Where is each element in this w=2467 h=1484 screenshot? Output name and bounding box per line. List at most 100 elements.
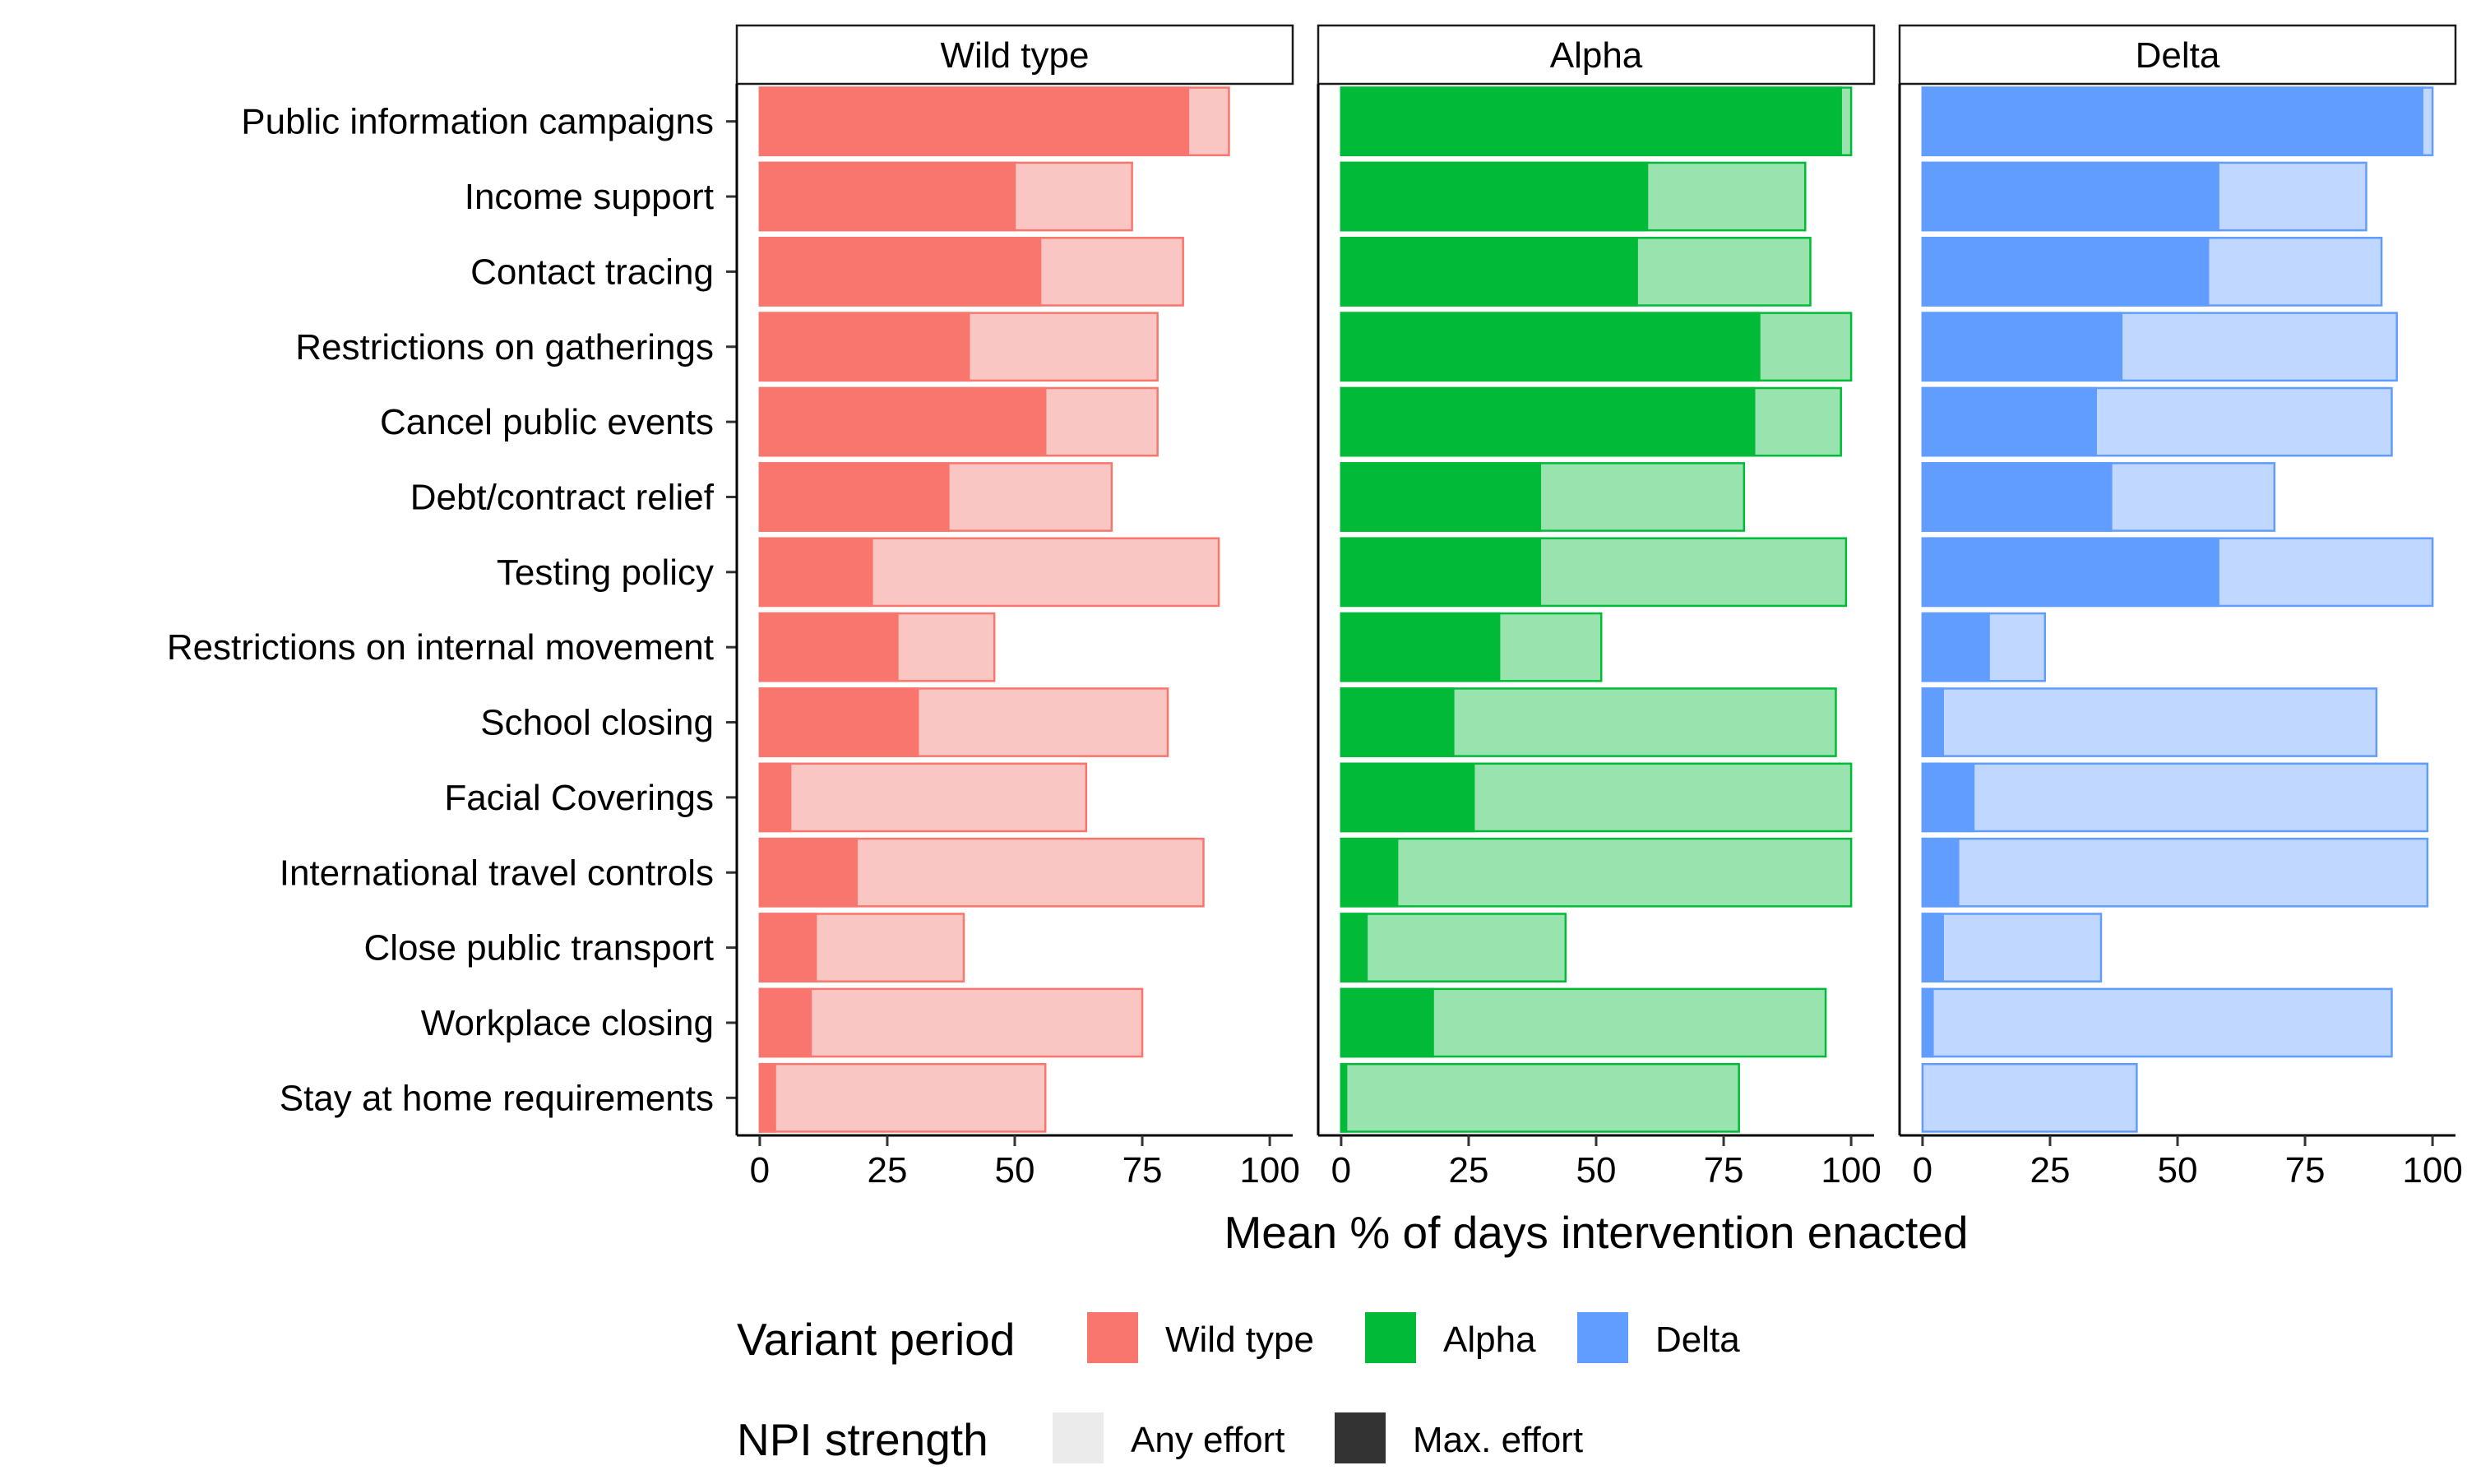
bar-max-effort [1340,762,1475,833]
x-tick-label: 50 [995,1150,1035,1190]
y-tick-label: Workplace closing [421,1003,714,1043]
legend-label-variant: Wild type [1165,1320,1314,1360]
bar-max-effort [758,1062,776,1133]
bar-max-effort [1921,237,2210,307]
bar-any-effort [1340,1062,1740,1133]
bar-max-effort [1340,462,1542,532]
y-tick-label: Stay at home requirements [280,1078,714,1118]
bar-max-effort [1340,1062,1348,1133]
bar-any-effort [758,1062,1047,1133]
x-tick-label: 25 [2030,1150,2070,1190]
x-tick-label: 100 [2402,1150,2462,1190]
bar-max-effort [758,612,899,682]
facet-strip [1317,24,1876,86]
facet-strip [735,24,1294,86]
bar-max-effort [1340,837,1399,908]
bar-any-effort [1921,987,2393,1058]
bar-any-effort [1921,837,2429,908]
legend-key-variant [1087,1312,1138,1363]
bar-any-effort [758,762,1088,833]
legend-title-variant: Variant period [737,1314,1015,1365]
bar-max-effort [1340,537,1542,608]
legend-key-variant [1577,1312,1628,1363]
bar-max-effort [1921,987,1934,1058]
bar-max-effort [758,987,812,1058]
legend-label-strength: Any effort [1131,1420,1285,1460]
bar-max-effort [1340,312,1761,382]
bar-any-effort [1921,913,2103,982]
bar-max-effort [1340,987,1434,1058]
y-tick-label: Facial Coverings [444,778,714,818]
bar-max-effort [1340,386,1756,457]
x-tick-label: 75 [2285,1150,2326,1190]
bar-max-effort [1921,161,2219,232]
bar-max-effort [758,386,1047,457]
bar-max-effort [758,537,873,608]
bar-max-effort [758,762,792,833]
bar-max-effort [1921,386,2098,457]
x-tick-label: 75 [1704,1150,1744,1190]
bar-max-effort [1340,237,1638,307]
bar-max-effort [1921,462,2113,532]
x-tick-label: 100 [1239,1150,1299,1190]
y-tick-label: Cancel public events [380,402,714,442]
y-tick-label: International travel controls [280,853,714,893]
y-tick-label: School closing [480,703,714,743]
legend-key-strength [1053,1412,1104,1463]
y-tick-label: Income support [465,177,714,217]
bar-any-effort [758,987,1144,1058]
y-tick-label: Debt/contract relief [410,477,715,517]
facet-strip-label: Delta [2136,35,2220,76]
y-tick-label: Testing policy [497,552,714,593]
bar-any-effort [1340,837,1853,908]
x-tick-label: 75 [1122,1150,1163,1190]
bar-max-effort [1921,762,1975,833]
bar-max-effort [758,462,950,532]
bar-max-effort [1921,913,1944,982]
facet-strip-label: Alpha [1550,35,1643,76]
x-tick-label: 0 [750,1150,770,1190]
facet-strip-label: Wild type [941,35,1090,76]
y-tick-label: Public information campaigns [241,102,714,142]
bar-max-effort [1921,612,1990,682]
bar-any-effort [1921,762,2429,833]
bar-max-effort [1340,687,1455,757]
bar-max-effort [1921,312,2123,382]
bar-max-effort [1340,86,1842,157]
bar-any-effort [1921,687,2378,757]
x-tick-label: 0 [1331,1150,1351,1190]
bar-max-effort [1921,86,2423,157]
bar-any-effort [1340,913,1567,982]
bar-max-effort [1921,837,1960,908]
y-tick-label: Restrictions on gatherings [295,327,714,368]
bar-max-effort [1340,913,1368,982]
bar-max-effort [758,161,1016,232]
x-tick-label: 25 [1448,1150,1488,1190]
bar-max-effort [758,913,817,982]
legend-key-strength [1335,1412,1386,1463]
bar-any-effort [1921,1062,2138,1133]
y-tick-label: Close public transport [363,928,714,969]
facet-strip [1898,24,2457,86]
x-tick-label: 50 [2158,1150,2198,1190]
legend-label-variant: Delta [1655,1320,1740,1360]
bar-max-effort [758,837,858,908]
bar-max-effort [758,237,1042,307]
bar-max-effort [1340,161,1649,232]
bar-max-effort [758,86,1190,157]
y-tick-label: Restrictions on internal movement [167,627,714,668]
x-tick-label: 0 [1913,1150,1932,1190]
bar-max-effort [1921,537,2219,608]
bar-max-effort [1340,612,1501,682]
x-tick-label: 100 [1821,1150,1881,1190]
x-axis-title: Mean % of days intervention enacted [1224,1207,1968,1258]
legend-label-strength: Max. effort [1413,1420,1583,1460]
bar-max-effort [758,687,919,757]
legend-title-strength: NPI strength [737,1414,988,1465]
bar-max-effort [758,312,970,382]
legend-label-variant: Alpha [1443,1320,1536,1360]
legend-key-variant [1365,1312,1416,1363]
y-tick-label: Contact tracing [470,252,714,292]
